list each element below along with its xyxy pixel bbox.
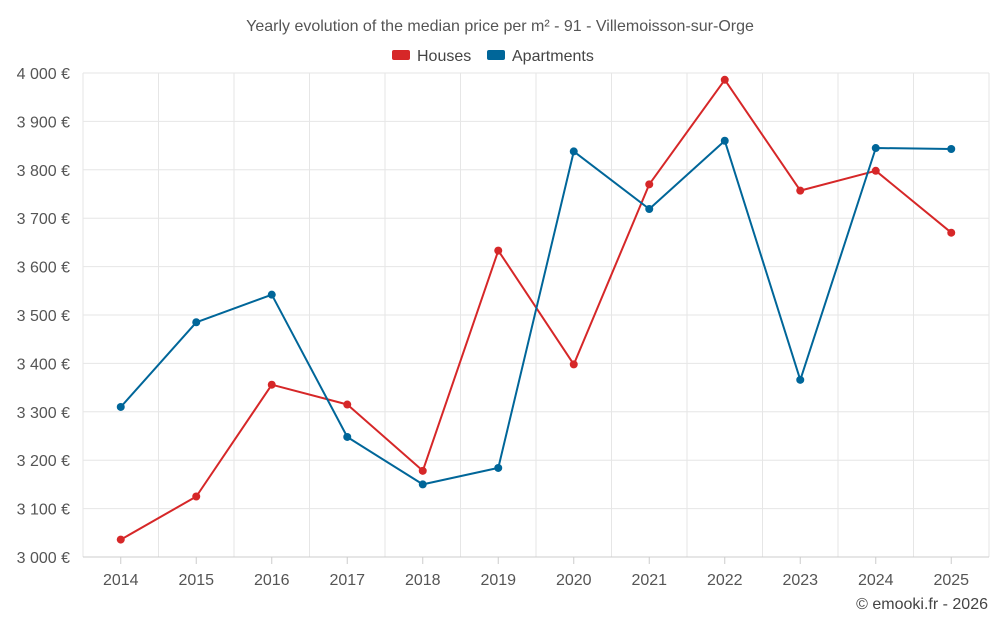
data-point-houses-2023[interactable] [796,186,805,195]
data-point-houses-2021[interactable] [645,180,654,189]
x-tick-label: 2014 [103,572,139,589]
x-tick-label: 2025 [933,572,969,589]
series-line-apartments [120,139,952,486]
data-point-apartments-2019[interactable] [494,463,503,472]
data-point-apartments-2014[interactable] [116,402,125,411]
y-tick-label: 3 000 € [17,550,70,567]
series-apartments [116,136,956,489]
y-tick-label: 3 200 € [17,453,70,470]
x-tick-label: 2022 [707,572,743,589]
legend-swatch-houses [392,50,410,60]
data-point-apartments-2022[interactable] [720,136,729,145]
data-point-apartments-2023[interactable] [796,375,805,384]
data-point-houses-2019[interactable] [494,246,503,255]
legend: Houses Apartments [392,48,594,65]
legend-label-houses: Houses [417,48,471,65]
y-tick-label: 3 500 € [17,308,70,325]
series-layer [116,75,956,544]
x-tick-label: 2018 [405,572,441,589]
legend-swatch-apartments [487,50,505,60]
x-tick-label: 2021 [631,572,667,589]
x-tick-label: 2024 [858,572,894,589]
y-tick-label: 3 600 € [17,260,70,277]
data-point-apartments-2021[interactable] [645,205,654,214]
data-point-apartments-2016[interactable] [267,290,276,299]
data-point-apartments-2025[interactable] [947,144,956,153]
data-point-houses-2020[interactable] [569,360,578,369]
data-point-houses-2024[interactable] [871,166,880,175]
chart-title: Yearly evolution of the median price per… [246,18,754,35]
data-point-houses-2015[interactable] [192,492,201,501]
data-point-apartments-2024[interactable] [871,144,880,153]
y-tick-label: 3 100 € [17,502,70,519]
legend-item-apartments[interactable]: Apartments [487,48,594,65]
x-axis: 2014 2015 2016 2017 2018 2019 2020 2021 2022 2023… [83,556,989,589]
data-point-houses-2025[interactable] [947,228,956,237]
y-tick-label: 3 800 € [17,163,70,180]
data-point-apartments-2020[interactable] [569,147,578,156]
x-tick-label: 2016 [254,572,290,589]
y-tick-label: 3 400 € [17,356,70,373]
legend-label-apartments: Apartments [512,48,594,65]
legend-item-houses[interactable]: Houses [392,48,471,65]
y-tick-label: 3 900 € [17,114,70,131]
data-point-houses-2017[interactable] [343,400,352,409]
credit-text: © emooki.fr - 2026 [856,596,988,613]
y-tick-label: 3 300 € [17,405,70,422]
data-point-houses-2016[interactable] [267,380,276,389]
x-tick-label: 2019 [480,572,516,589]
data-point-apartments-2017[interactable] [343,432,352,441]
data-point-apartments-2018[interactable] [418,480,427,489]
data-point-apartments-2015[interactable] [192,318,201,327]
y-axis: 3 000 € 3 100 € 3 200 € 3 300 € 3 400 € 3 500… [17,66,70,567]
y-tick-label: 4 000 € [17,66,70,83]
grid [82,72,990,558]
data-point-houses-2018[interactable] [418,466,427,475]
x-tick-label: 2023 [782,572,818,589]
data-point-houses-2022[interactable] [720,75,729,84]
y-tick-label: 3 700 € [17,211,70,228]
data-point-houses-2014[interactable] [116,535,125,544]
x-tick-label: 2015 [178,572,214,589]
x-tick-label: 2020 [556,572,592,589]
x-tick-label: 2017 [329,572,365,589]
